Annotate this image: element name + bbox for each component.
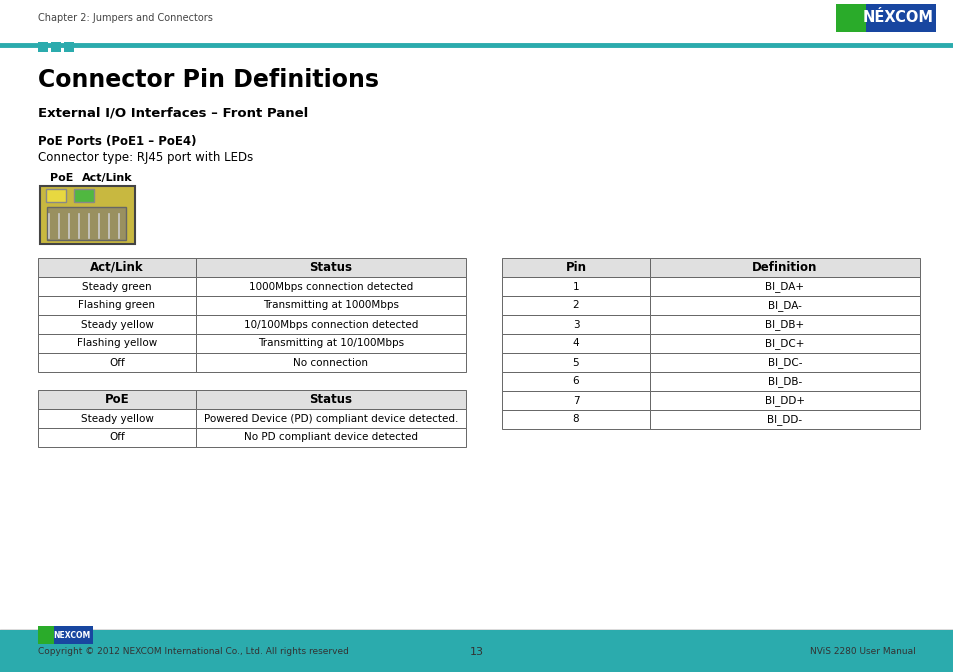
Bar <box>649 296 919 315</box>
Bar <box>649 258 919 277</box>
Text: BI_DC+: BI_DC+ <box>764 338 803 349</box>
Bar <box>38 390 195 409</box>
Text: BI_DD-: BI_DD- <box>766 414 801 425</box>
Bar <box>501 372 649 391</box>
Text: Connector Pin Definitions: Connector Pin Definitions <box>38 68 378 92</box>
Text: NÉXCOM: NÉXCOM <box>862 11 933 26</box>
Bar <box>195 428 465 447</box>
Bar <box>649 391 919 410</box>
Bar <box>47 207 126 240</box>
Bar <box>40 186 135 244</box>
Text: Flashing green: Flashing green <box>78 300 155 310</box>
Text: Off: Off <box>109 358 125 368</box>
Text: Steady green: Steady green <box>82 282 152 292</box>
Bar <box>835 4 935 32</box>
Bar <box>38 626 92 644</box>
Text: Definition: Definition <box>752 261 817 274</box>
Bar <box>195 315 465 334</box>
Bar <box>195 409 465 428</box>
Text: Off: Off <box>109 433 125 442</box>
Text: No connection: No connection <box>294 358 368 368</box>
Bar <box>38 42 48 52</box>
Bar <box>195 258 465 277</box>
Bar <box>0 630 953 672</box>
Text: Status: Status <box>309 261 352 274</box>
Bar <box>38 409 195 428</box>
Text: Pin: Pin <box>565 261 586 274</box>
Bar <box>649 353 919 372</box>
Bar <box>38 296 195 315</box>
Text: 1: 1 <box>572 282 578 292</box>
Text: PoE Ports (PoE1 – PoE4): PoE Ports (PoE1 – PoE4) <box>38 136 196 149</box>
Bar <box>195 277 465 296</box>
Bar <box>501 334 649 353</box>
Bar <box>501 391 649 410</box>
Text: PoE: PoE <box>105 393 130 406</box>
Bar <box>38 353 195 372</box>
Text: Powered Device (PD) compliant device detected.: Powered Device (PD) compliant device det… <box>204 413 457 423</box>
Text: NViS 2280 User Manual: NViS 2280 User Manual <box>809 648 915 657</box>
Bar <box>501 410 649 429</box>
Bar <box>649 372 919 391</box>
Text: 13: 13 <box>470 647 483 657</box>
Text: BI_DA-: BI_DA- <box>767 300 801 311</box>
Text: Chapter 2: Jumpers and Connectors: Chapter 2: Jumpers and Connectors <box>38 13 213 23</box>
Text: BI_DB+: BI_DB+ <box>764 319 803 330</box>
Text: Steady yellow: Steady yellow <box>80 413 153 423</box>
Text: Transmitting at 1000Mbps: Transmitting at 1000Mbps <box>263 300 398 310</box>
Bar <box>38 258 195 277</box>
Text: 10/100Mbps connection detected: 10/100Mbps connection detected <box>244 319 417 329</box>
Text: 7: 7 <box>572 396 578 405</box>
Bar <box>195 296 465 315</box>
Text: Status: Status <box>309 393 352 406</box>
Text: 2: 2 <box>572 300 578 310</box>
Text: NEXCOM: NEXCOM <box>53 630 91 640</box>
Bar <box>51 42 61 52</box>
Text: Transmitting at 10/100Mbps: Transmitting at 10/100Mbps <box>257 339 404 349</box>
Text: External I/O Interfaces – Front Panel: External I/O Interfaces – Front Panel <box>38 106 308 120</box>
Text: 3: 3 <box>572 319 578 329</box>
Bar <box>649 334 919 353</box>
Bar <box>195 353 465 372</box>
Bar <box>649 410 919 429</box>
Bar <box>501 296 649 315</box>
Text: BI_DC-: BI_DC- <box>767 357 801 368</box>
Bar <box>38 315 195 334</box>
Bar <box>195 390 465 409</box>
Bar <box>501 258 649 277</box>
Text: Act/Link: Act/Link <box>82 173 132 183</box>
Text: 1000Mbps connection detected: 1000Mbps connection detected <box>249 282 413 292</box>
Text: BI_DA+: BI_DA+ <box>764 281 803 292</box>
Text: Connector type: RJ45 port with LEDs: Connector type: RJ45 port with LEDs <box>38 151 253 165</box>
Text: PoE: PoE <box>50 173 73 183</box>
Text: BI_DD+: BI_DD+ <box>764 395 804 406</box>
Bar <box>195 334 465 353</box>
Bar <box>38 334 195 353</box>
Bar <box>64 42 74 52</box>
Text: 6: 6 <box>572 376 578 386</box>
Text: Act/Link: Act/Link <box>91 261 144 274</box>
Bar <box>46 189 66 202</box>
Bar <box>38 277 195 296</box>
Text: Steady yellow: Steady yellow <box>80 319 153 329</box>
Text: Copyright © 2012 NEXCOM International Co., Ltd. All rights reserved: Copyright © 2012 NEXCOM International Co… <box>38 648 349 657</box>
Bar <box>501 353 649 372</box>
Text: BI_DB-: BI_DB- <box>767 376 801 387</box>
Bar <box>649 277 919 296</box>
Text: 5: 5 <box>572 358 578 368</box>
Text: 8: 8 <box>572 415 578 425</box>
Text: Flashing yellow: Flashing yellow <box>77 339 157 349</box>
Bar <box>835 4 865 32</box>
Bar <box>501 315 649 334</box>
Text: 4: 4 <box>572 339 578 349</box>
Bar <box>38 428 195 447</box>
Bar <box>38 626 54 644</box>
Text: No PD compliant device detected: No PD compliant device detected <box>244 433 417 442</box>
Bar <box>74 189 94 202</box>
Bar <box>501 277 649 296</box>
Bar <box>649 315 919 334</box>
